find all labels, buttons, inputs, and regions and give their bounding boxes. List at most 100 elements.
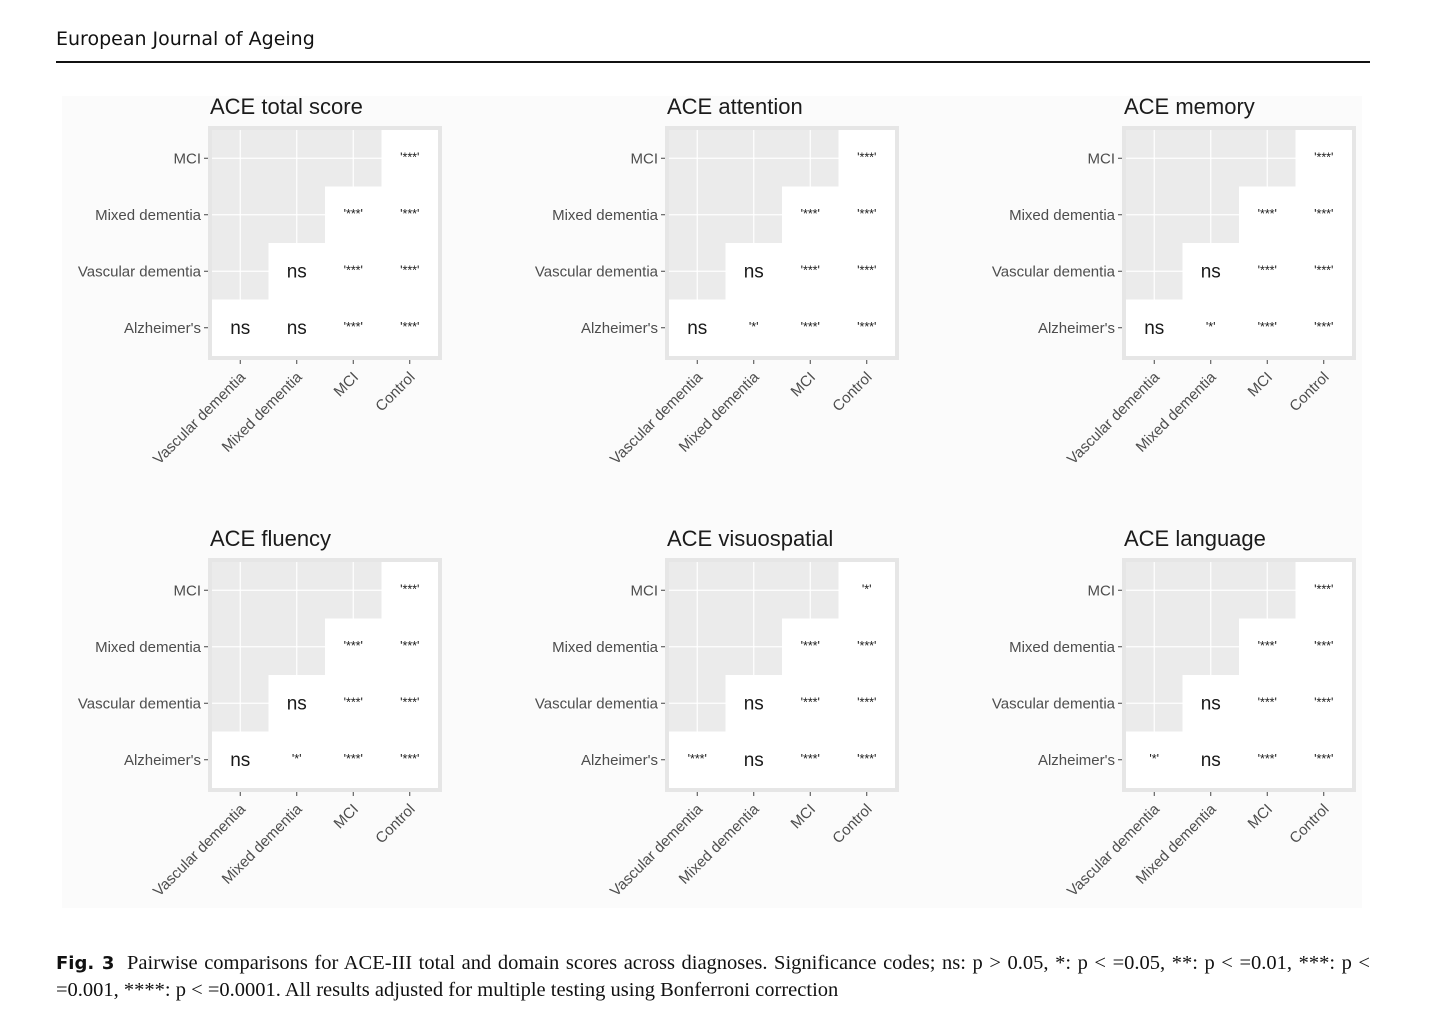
panel-grid: '*' '***' '***' ns '***' '***' '***' ns '***' '**… [535,558,899,900]
significance-label: '***' [344,752,363,766]
matrix-cell [725,731,782,788]
matrix-cell [381,675,438,732]
matrix-cell [838,675,895,732]
significance-label: '***' [1314,639,1333,653]
matrix-cell [782,186,839,243]
significance-label: '***' [400,207,419,221]
panel-ace-language: ACE language '***' '***' '***' ns '***' '***'… [976,526,1436,928]
matrix-cell [381,562,438,619]
matrix-cell [669,299,726,356]
matrix-cell [669,731,726,788]
matrix-cell [1239,243,1296,300]
significance-label: '***' [857,207,876,221]
x-tick-label: Control [372,801,418,847]
x-tick-label: MCI [1245,369,1276,400]
significance-label: '***' [344,639,363,653]
significance-label: '***' [1258,320,1277,334]
significance-label: '***' [1258,639,1277,653]
significance-label: '*' [749,320,759,334]
matrix-cell [1126,731,1183,788]
matrix-cell [325,299,382,356]
matrix-cell [838,186,895,243]
x-tick-label: MCI [331,801,362,832]
panel-title: ACE memory [1124,94,1255,119]
y-tick-label: Alzheimer's [1038,320,1115,337]
caption-text: Pairwise comparisons for ACE-III total a… [56,952,1370,1001]
significance-label: '***' [344,695,363,709]
panel-ace-attention: ACE attention '***' '***' '***' ns '***' '***… [519,94,979,496]
x-tick-label: Vascular dementia [150,800,250,900]
matrix-cell [1295,618,1352,675]
matrix-cell [212,299,269,356]
matrix-cell [268,243,325,300]
significance-label: ns [287,261,307,282]
significance-label: '***' [344,263,363,277]
matrix-cell [1182,299,1239,356]
y-tick-label: Vascular dementia [535,695,659,712]
matrix-cell [325,243,382,300]
y-tick-label: Alzheimer's [124,752,201,769]
significance-label: '***' [1314,150,1333,164]
significance-label: '***' [1258,695,1277,709]
significance-label: '***' [400,263,419,277]
x-tick-label: Control [829,369,875,415]
significance-label: '***' [857,695,876,709]
x-tick-label: MCI [788,801,819,832]
panel-title: ACE total score [210,94,363,119]
significance-label: '***' [801,695,820,709]
panel-grid: '***' '***' '***' ns '***' '***' ns '*' '***' '**… [992,126,1356,468]
matrix-cell [1239,186,1296,243]
matrix-cell [725,243,782,300]
figure-label: Fig. 3 [56,953,115,974]
figure-area: ACE total score '***' '***' '***' ns '***' '*… [62,94,1362,908]
significance-label: '***' [857,752,876,766]
matrix-cell [1295,562,1352,619]
matrix-cell [1295,243,1352,300]
significance-label: ns [230,318,250,339]
matrix-cell [838,562,895,619]
x-tick-label: MCI [1245,801,1276,832]
matrix-cell [782,243,839,300]
significance-label: '***' [1314,582,1333,596]
panel-ace-fluency: ACE fluency '***' '***' '***' ns '***' '***' n… [62,526,522,928]
panel-ace-visuospatial: ACE visuospatial '*' '***' '***' ns '***' '**… [519,526,979,928]
y-tick-label: Alzheimer's [1038,752,1115,769]
y-tick-label: Mixed dementia [1009,207,1116,224]
x-tick-label: Vascular dementia [607,368,707,468]
significance-label: '***' [857,639,876,653]
y-tick-label: Mixed dementia [95,639,202,656]
x-tick-label: Control [372,369,418,415]
significance-label: '***' [801,320,820,334]
x-tick-label: MCI [788,369,819,400]
matrix-cell [838,243,895,300]
significance-label: '***' [801,263,820,277]
panel-grid: '***' '***' '***' ns '***' '***' ns '*' '***' '**… [535,126,899,468]
matrix-cell [1295,675,1352,732]
y-tick-label: Vascular dementia [535,263,659,280]
panel-grid: '***' '***' '***' ns '***' '***' ns '*' '***' '**… [78,558,442,900]
matrix-cell [838,299,895,356]
matrix-cell [782,299,839,356]
matrix-cell [1182,675,1239,732]
significance-label: ns [230,750,250,771]
y-tick-label: MCI [174,150,202,167]
significance-label: '***' [1314,207,1333,221]
significance-label: '*' [1149,752,1159,766]
y-tick-label: Mixed dementia [552,207,659,224]
significance-label: '***' [1314,752,1333,766]
matrix-cell [268,731,325,788]
journal-header: European Journal of Ageing [56,28,315,50]
significance-label: '*' [862,582,872,596]
significance-label: '***' [400,150,419,164]
significance-label: '***' [344,320,363,334]
y-tick-label: Vascular dementia [78,263,202,280]
y-tick-label: MCI [1088,582,1116,599]
significance-label: ns [687,318,707,339]
x-tick-label: MCI [331,369,362,400]
significance-label: '***' [801,639,820,653]
matrix-cell [1126,299,1183,356]
figure-caption: Fig. 3 Pairwise comparisons for ACE-III … [56,950,1370,1004]
matrix-cell [325,618,382,675]
y-tick-label: Mixed dementia [95,207,202,224]
y-tick-label: Vascular dementia [78,695,202,712]
